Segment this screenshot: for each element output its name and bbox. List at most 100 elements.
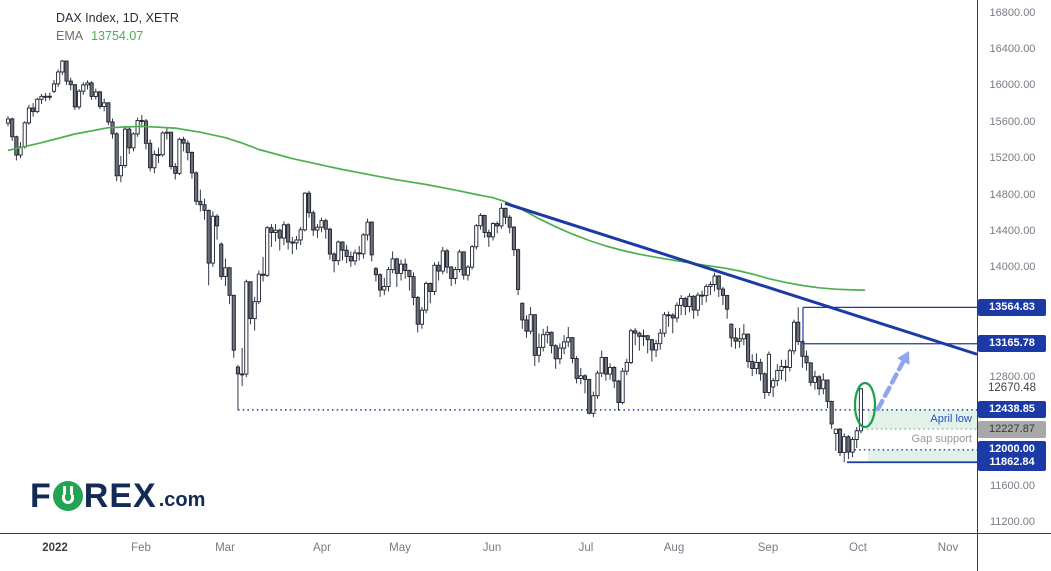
candle-down: [587, 379, 592, 414]
candle-up: [177, 138, 182, 174]
candle-down: [235, 366, 241, 375]
candle-down: [139, 120, 144, 122]
candle-up: [850, 438, 855, 453]
candle-down: [286, 224, 291, 243]
candle-down: [758, 361, 763, 375]
candle-down: [47, 95, 52, 98]
candle-up: [160, 132, 165, 156]
logo-text-rex: REX: [83, 477, 157, 515]
downtrend-line[interactable]: [504, 201, 978, 356]
candle-up: [779, 365, 784, 371]
candle-up: [662, 314, 667, 334]
candle-up: [361, 234, 366, 255]
chart-legend[interactable]: DAX Index, 1D, XETR EMA 13754.07: [56, 9, 179, 45]
candle-down: [148, 142, 153, 169]
candle-down: [633, 330, 638, 334]
candle-up: [398, 263, 404, 274]
candle-down: [486, 232, 491, 238]
candle-up: [457, 251, 462, 270]
candle-down: [808, 362, 813, 383]
candle-up: [658, 332, 663, 345]
ema-label: EMA: [56, 29, 84, 43]
candle-up: [164, 131, 169, 134]
candle-down: [649, 339, 654, 351]
candle-up: [294, 239, 299, 244]
candle-down: [332, 253, 337, 262]
candle-up: [244, 281, 249, 375]
candle-down: [340, 241, 345, 251]
candle-down: [829, 400, 834, 425]
candle-up: [265, 227, 270, 276]
gap-support-annotation[interactable]: Gap support: [911, 433, 972, 446]
time-axis-month-label: Apr: [313, 542, 331, 554]
candle-up: [223, 267, 228, 277]
candle-down: [817, 376, 822, 390]
candle-down: [825, 379, 830, 402]
price-level-tag: 13564.83: [978, 298, 1046, 316]
candle-up: [319, 220, 324, 228]
candle-up: [365, 221, 370, 236]
candle-down: [198, 200, 203, 206]
price-axis-border: [977, 0, 978, 571]
candle-up: [775, 369, 780, 382]
candle-up: [302, 192, 307, 231]
candle-down: [403, 263, 408, 271]
candle-up: [528, 314, 533, 332]
price-axis-label: 14400.00: [989, 224, 1036, 237]
ema-line[interactable]: [7, 125, 866, 292]
candle-down: [733, 337, 738, 342]
candle-down: [716, 275, 721, 290]
candle-down: [219, 243, 224, 277]
candle-down: [532, 314, 537, 356]
candle-up: [252, 301, 257, 320]
candle-down: [14, 136, 19, 156]
candle-down: [449, 266, 454, 279]
price-axis-label: 11600.00: [989, 479, 1036, 492]
candle-up: [336, 241, 341, 262]
price-axis-label: 16800.00: [989, 6, 1036, 19]
candle-down: [495, 223, 500, 227]
candle-up: [812, 376, 817, 383]
ema-indicator-row[interactable]: EMA 13754.07: [56, 27, 179, 45]
candle-down: [582, 375, 588, 380]
candle-down: [783, 365, 788, 368]
candle-up: [541, 334, 546, 348]
price-axis-label: 16400.00: [989, 42, 1036, 55]
candle-down: [348, 255, 353, 262]
time-axis-month-label: Feb: [131, 542, 151, 554]
time-axis-year-label: 2022: [42, 542, 68, 554]
time-axis-month-label: Jul: [578, 542, 594, 554]
candle-down: [574, 358, 579, 379]
current-price-label: 12670.48: [988, 382, 1036, 395]
candle-up: [93, 91, 98, 97]
candle-down: [411, 276, 416, 298]
candle-up: [382, 286, 387, 291]
candle-up: [298, 229, 303, 241]
candle-up: [419, 309, 424, 325]
candle-down: [549, 331, 554, 347]
price-level-tag: 12438.85: [978, 401, 1046, 419]
candle-down: [407, 270, 412, 278]
candlestick-series[interactable]: [5, 59, 863, 463]
projection-arrow-shaft[interactable]: [875, 359, 906, 412]
candle-down: [231, 294, 236, 351]
candle-up: [470, 246, 475, 268]
support-band[interactable]: [868, 449, 977, 463]
symbol-title[interactable]: DAX Index, 1D, XETR: [56, 11, 179, 25]
candle-down: [173, 166, 178, 174]
projection-arrow-head[interactable]: [897, 351, 910, 365]
candle-down: [846, 436, 851, 453]
april-low-annotation[interactable]: April low: [930, 413, 972, 426]
highlight-ellipse[interactable]: [853, 381, 877, 429]
candle-up: [26, 107, 31, 124]
candle-down: [214, 215, 220, 227]
candle-up: [5, 118, 11, 124]
candle-up: [821, 379, 826, 390]
candle-down: [436, 264, 441, 272]
candle-down: [415, 297, 420, 325]
candle-down: [720, 288, 726, 296]
candle-up: [791, 321, 797, 352]
candle-up: [56, 71, 61, 85]
support-band[interactable]: [868, 409, 977, 430]
